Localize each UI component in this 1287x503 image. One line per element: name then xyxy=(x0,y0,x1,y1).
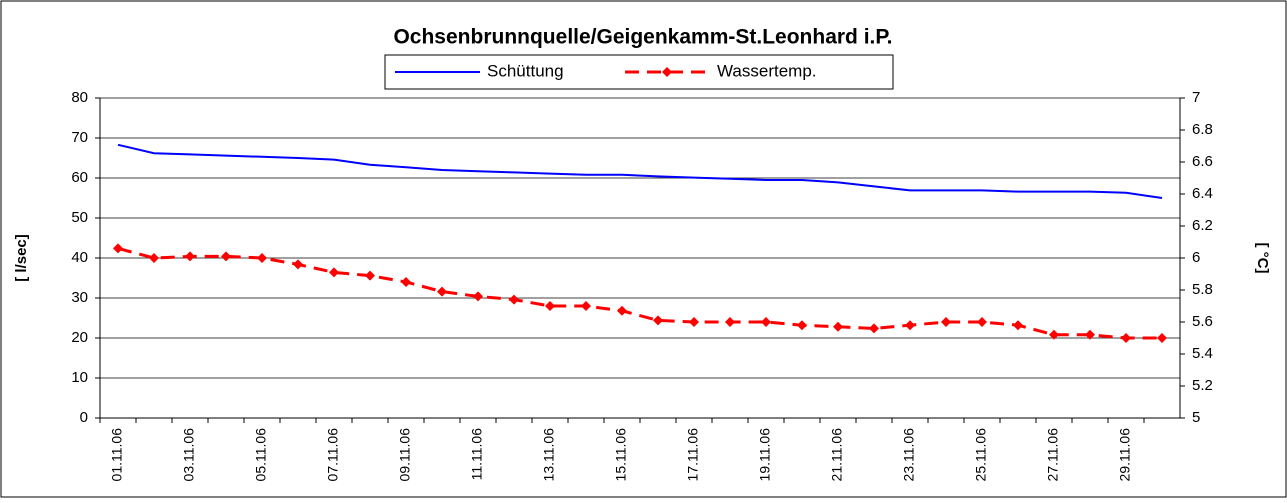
x-tick-label: 03.11.06 xyxy=(181,428,197,482)
marker xyxy=(293,259,303,270)
marker xyxy=(149,253,159,263)
y-axis-title: [ l/sec] xyxy=(13,234,30,282)
y2-tick-label: 5.6 xyxy=(1192,313,1213,330)
marker xyxy=(869,323,879,334)
x-tick-label: 27.11.06 xyxy=(1045,428,1061,482)
marker xyxy=(977,317,987,327)
y2-tick-label: 5.2 xyxy=(1192,377,1213,394)
marker xyxy=(653,315,663,326)
x-tick-label: 29.11.06 xyxy=(1117,428,1133,482)
marker xyxy=(329,267,339,278)
x-tick-label: 19.11.06 xyxy=(757,428,773,482)
marker xyxy=(401,277,411,287)
marker xyxy=(185,251,195,262)
y-tick-label: 50 xyxy=(71,209,88,226)
y-tick-label: 80 xyxy=(71,89,88,106)
y2-tick-label: 6 xyxy=(1192,249,1200,266)
marker xyxy=(1157,333,1167,343)
x-tick-label: 01.11.06 xyxy=(109,428,125,482)
marker xyxy=(1121,333,1131,343)
y-tick-label: 10 xyxy=(71,369,88,386)
marker xyxy=(689,317,699,327)
marker xyxy=(725,317,735,327)
marker xyxy=(581,301,591,311)
y-tick-label: 40 xyxy=(71,249,88,266)
y2-tick-label: 6.2 xyxy=(1192,217,1213,234)
x-tick-label: 23.11.06 xyxy=(901,428,917,482)
x-tick-label: 13.11.06 xyxy=(541,428,557,482)
marker xyxy=(941,317,951,327)
x-tick-label: 15.11.06 xyxy=(613,428,629,482)
marker xyxy=(1013,320,1023,331)
y2-tick-label: 5 xyxy=(1192,409,1200,426)
marker xyxy=(221,251,231,262)
x-tick-label: 17.11.06 xyxy=(685,428,701,482)
marker xyxy=(1085,329,1095,340)
x-tick-label: 05.11.06 xyxy=(253,428,269,482)
x-tick-label: 21.11.06 xyxy=(829,428,845,482)
y2-tick-label: 7 xyxy=(1192,89,1200,106)
marker xyxy=(113,243,123,254)
marker xyxy=(761,317,771,327)
marker xyxy=(1049,329,1059,340)
marker xyxy=(905,320,915,331)
x-tick-label: 11.11.06 xyxy=(469,428,485,481)
y-tick-label: 20 xyxy=(71,329,88,346)
y2-axis-title: [ °C] xyxy=(1254,243,1271,274)
marker xyxy=(545,301,555,311)
y-tick-label: 30 xyxy=(71,289,88,306)
x-tick-label: 25.11.06 xyxy=(973,428,989,482)
x-tick-label: 09.11.06 xyxy=(397,428,413,482)
y2-tick-label: 6.6 xyxy=(1192,153,1213,170)
marker xyxy=(437,286,447,297)
legend-label: Schüttung xyxy=(487,61,564,80)
marker xyxy=(509,294,519,305)
marker xyxy=(617,305,627,316)
marker xyxy=(257,253,267,263)
y-tick-label: 0 xyxy=(80,409,88,426)
y2-tick-label: 5.4 xyxy=(1192,345,1213,362)
series-line xyxy=(117,143,1163,199)
marker xyxy=(365,270,375,281)
marker xyxy=(473,291,483,302)
legend-marker xyxy=(662,67,672,77)
y-tick-label: 60 xyxy=(71,169,88,186)
chart-title: Ochsenbrunnquelle/Geigenkamm-St.Leonhard… xyxy=(393,26,892,49)
y2-tick-label: 6.4 xyxy=(1192,185,1213,202)
y2-tick-label: 6.8 xyxy=(1192,121,1213,138)
y-tick-label: 70 xyxy=(71,129,88,146)
x-tick-label: 07.11.06 xyxy=(325,428,341,482)
legend-label: Wassertemp. xyxy=(717,61,817,80)
marker xyxy=(833,321,843,332)
marker xyxy=(797,320,807,331)
y2-tick-label: 5.8 xyxy=(1192,281,1213,298)
series-line xyxy=(117,246,1162,340)
